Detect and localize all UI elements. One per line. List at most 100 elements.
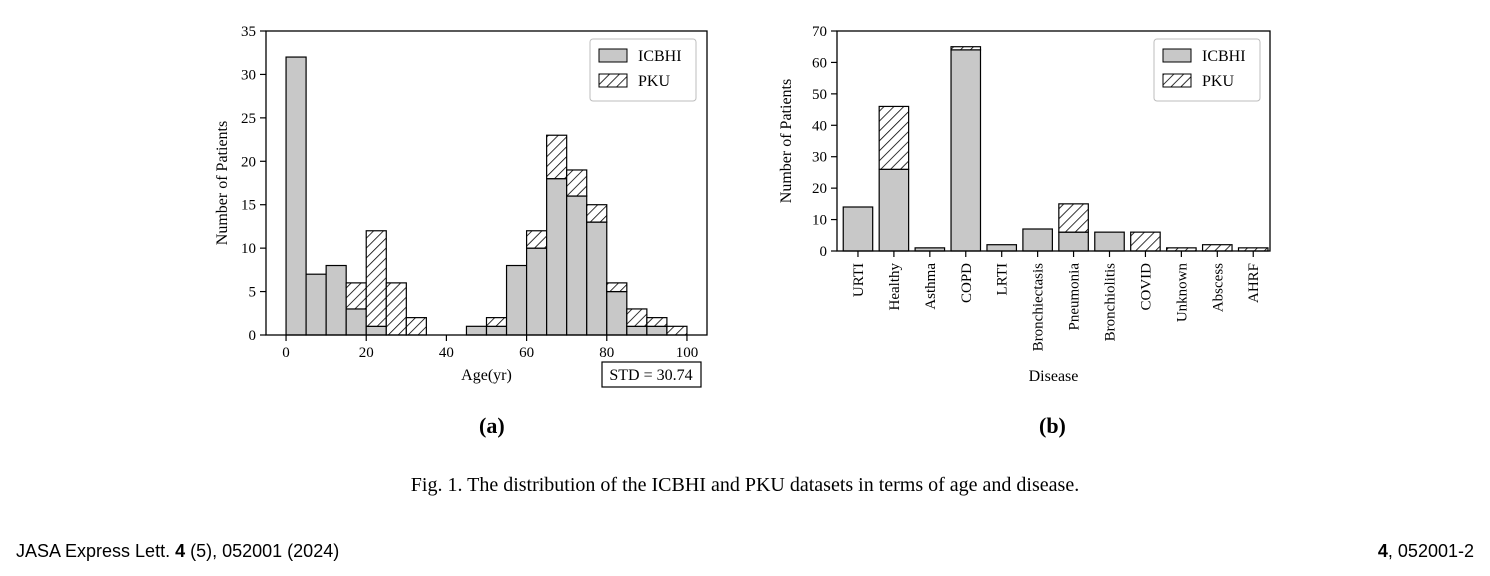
x-tick-label-covid: COVID xyxy=(1138,263,1154,311)
y-tick-label: 5 xyxy=(249,285,257,301)
bar-pku-age-75 xyxy=(586,204,608,223)
legend-swatch-icbhi xyxy=(598,48,628,63)
figure-caption: Fig. 1. The distribution of the ICBHI an… xyxy=(410,474,1080,496)
y-tick-label: 20 xyxy=(241,154,256,170)
y-tick-label: 50 xyxy=(812,87,827,103)
bar-pku-age-15 xyxy=(345,282,367,310)
bar-icbhi-age-15 xyxy=(345,308,367,336)
bar-icbhi-age-90 xyxy=(646,325,668,336)
footer-volume: 4 xyxy=(175,541,186,561)
x-tick-label-healthy: Healthy xyxy=(887,263,903,311)
legend-label-pku: PKU xyxy=(638,73,670,90)
footer-page: 4, 052001-2 xyxy=(1378,541,1474,562)
bar-pku-abscess xyxy=(1201,244,1233,252)
bar-icbhi-copd xyxy=(950,49,982,252)
x-tick-label: 80 xyxy=(599,345,614,361)
x-tick-label-unknown: Unknown xyxy=(1174,263,1190,323)
disease-bar-chart: 0 10 20 30 40 50 60 70 URTI Healthy Asthma COPD LRTI… xyxy=(778,24,1271,385)
legend-label-icbhi: ICBHI xyxy=(1202,48,1246,65)
bar-pku-age-25 xyxy=(385,282,407,336)
bar-pku-age-50 xyxy=(485,317,508,327)
x-axis-label: Disease xyxy=(1029,368,1079,385)
x-tick-label: 0 xyxy=(282,345,290,361)
legend-label-icbhi: ICBHI xyxy=(638,48,682,65)
y-tick-label: 0 xyxy=(249,328,257,344)
legend-swatch-icbhi xyxy=(1162,48,1192,63)
bar-icbhi-age-10 xyxy=(325,264,347,336)
bar-icbhi-urti xyxy=(842,206,874,252)
panel-label-b: (b) xyxy=(1039,413,1066,438)
x-tick-label-urti: URTI xyxy=(851,263,867,297)
y-tick-label: 15 xyxy=(241,198,256,214)
bar-icbhi-age-0 xyxy=(285,56,307,336)
bar-pku-copd xyxy=(950,46,982,51)
bar-pku-age-95 xyxy=(666,325,688,336)
y-tick-label: 10 xyxy=(241,241,256,257)
bar-icbhi-bronchiectasis xyxy=(1022,228,1053,252)
bar-icbhi-age-70 xyxy=(566,195,588,336)
x-tick-label-bronchiectasis: Bronchiectasis xyxy=(1031,263,1047,351)
bar-icbhi-age-85 xyxy=(626,325,648,336)
std-annotation-box xyxy=(601,361,702,388)
bar-icbhi-age-50 xyxy=(485,325,508,336)
bar-icbhi-age-80 xyxy=(606,290,628,336)
bar-pku-pneumonia xyxy=(1058,203,1089,233)
legend-swatch-pku xyxy=(598,73,628,88)
x-tick-label-asthma: Asthma xyxy=(923,263,939,310)
legend-label-pku: PKU xyxy=(1202,73,1234,90)
x-tick-label-copd: COPD xyxy=(959,263,975,303)
legend-swatch-pku xyxy=(1162,73,1192,88)
footer-page-number: , 052001-2 xyxy=(1387,541,1474,561)
bar-pku-age-30 xyxy=(405,317,427,336)
x-tick-label: 20 xyxy=(359,345,374,361)
y-tick-label: 10 xyxy=(812,213,827,229)
footer-page-volume: 4 xyxy=(1377,541,1388,561)
bar-icbhi-age-45 xyxy=(465,325,488,336)
x-tick-label: 100 xyxy=(676,345,699,361)
bar-icbhi-age-20 xyxy=(365,325,387,336)
footer-issue-article: (5), 052001 (2024) xyxy=(185,541,340,561)
y-tick-label: 35 xyxy=(241,24,256,40)
bar-icbhi-age-75 xyxy=(586,221,608,336)
bar-icbhi-age-55 xyxy=(505,264,528,336)
bar-pku-age-60 xyxy=(525,230,548,249)
bar-icbhi-bronchiolitis xyxy=(1094,231,1125,252)
y-tick-label: 30 xyxy=(241,67,256,83)
bar-pku-age-90 xyxy=(646,317,668,327)
plot-frame xyxy=(265,30,708,336)
y-tick-label: 40 xyxy=(812,118,827,134)
footer-citation: JASA Express Lett. 4 (5), 052001 (2024) xyxy=(16,541,339,562)
bar-pku-healthy xyxy=(878,105,910,170)
x-axis-label: Age(yr) xyxy=(461,367,512,384)
y-tick-label: 30 xyxy=(812,150,827,166)
y-tick-label: 25 xyxy=(241,111,256,127)
std-annotation: STD = 30.74 xyxy=(609,367,692,384)
x-tick-label-ahrf: AHRF xyxy=(1246,263,1262,303)
bar-pku-age-65 xyxy=(546,134,568,180)
bar-icbhi-age-65 xyxy=(546,178,568,336)
bar-pku-age-85 xyxy=(626,308,648,327)
x-tick-label-pneumonia: Pneumonia xyxy=(1067,263,1083,331)
bar-icbhi-healthy xyxy=(878,168,910,252)
age-histogram-chart: 0 5 10 15 20 25 30 35 0 20 40 60 80 100 Age(yr) Number … xyxy=(214,24,708,388)
x-tick-label-bronchiolitis: Bronchiolitis xyxy=(1103,263,1119,341)
footer-journal: JASA Express Lett. xyxy=(16,541,171,561)
bar-pku-age-80 xyxy=(606,282,628,293)
x-tick-label-lrti: LRTI xyxy=(995,263,1011,295)
bar-pku-covid xyxy=(1130,231,1161,252)
bar-icbhi-age-60 xyxy=(525,247,548,336)
bar-pku-age-20 xyxy=(365,230,387,327)
y-axis-label: Number of Patients xyxy=(214,121,231,245)
bar-icbhi-age-5 xyxy=(305,273,327,336)
x-tick-label: 60 xyxy=(519,345,534,361)
y-tick-label: 60 xyxy=(812,55,827,71)
plot-frame xyxy=(836,30,1271,252)
y-tick-label: 70 xyxy=(812,24,827,40)
y-tick-label: 0 xyxy=(820,244,828,260)
y-axis-label: Number of Patients xyxy=(778,79,795,203)
bar-icbhi-pneumonia xyxy=(1058,231,1089,252)
bar-icbhi-lrti xyxy=(986,244,1018,252)
x-tick-label-abscess: Abscess xyxy=(1210,263,1226,312)
y-tick-label: 20 xyxy=(812,181,827,197)
